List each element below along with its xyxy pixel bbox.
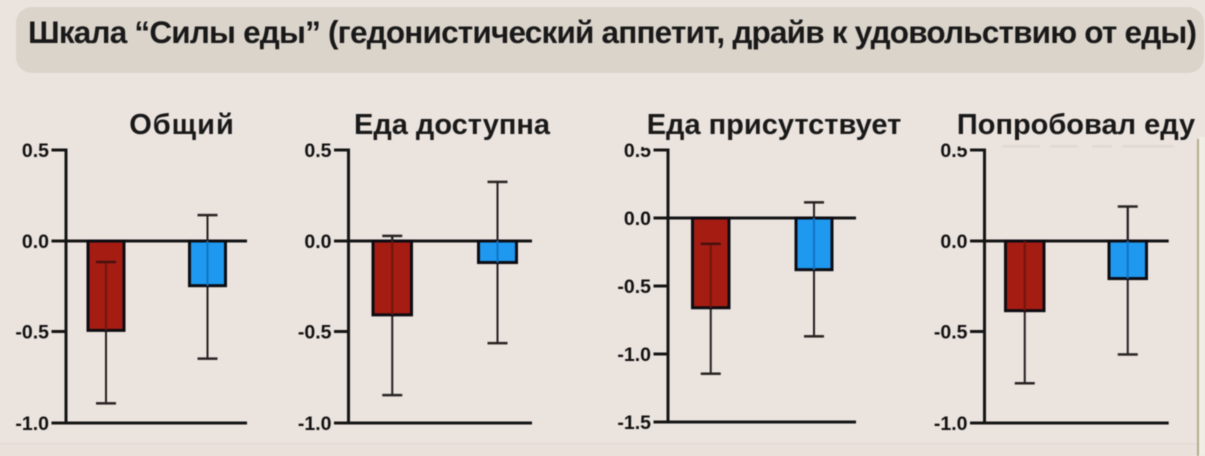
svg-text:0.0: 0.0 — [940, 231, 967, 253]
svg-text:-1.0: -1.0 — [934, 413, 968, 435]
svg-text:-1.0: -1.0 — [298, 413, 332, 435]
svg-text:0.0: 0.0 — [624, 208, 651, 230]
svg-text:Попробовал еду: Попробовал еду — [957, 109, 1195, 141]
svg-text:-1.5: -1.5 — [617, 412, 651, 434]
svg-text:-1.0: -1.0 — [15, 413, 49, 435]
svg-text:0.0: 0.0 — [22, 231, 49, 253]
svg-text:Еда присутствует: Еда присутствует — [647, 109, 902, 141]
svg-text:-1.0: -1.0 — [617, 344, 651, 366]
svg-text:Шкала “Силы еды” (гедонистичес: Шкала “Силы еды” (гедонистический аппети… — [28, 14, 1197, 50]
svg-text:Общий: Общий — [129, 109, 235, 141]
svg-text:0.5: 0.5 — [22, 140, 49, 162]
svg-text:-0.5: -0.5 — [15, 322, 49, 344]
svg-text:-0.5: -0.5 — [934, 322, 968, 344]
svg-text:0.0: 0.0 — [304, 231, 331, 253]
svg-text:0.5: 0.5 — [304, 140, 331, 162]
svg-text:Еда доступна: Еда доступна — [354, 109, 551, 141]
svg-text:-0.5: -0.5 — [617, 276, 651, 298]
svg-text:-0.5: -0.5 — [298, 322, 332, 344]
